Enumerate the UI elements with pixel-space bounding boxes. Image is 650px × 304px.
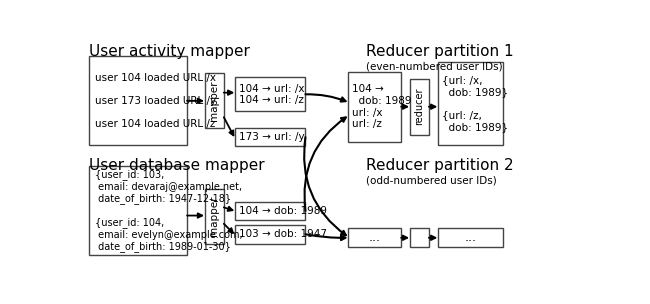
Text: 173 → url: /y: 173 → url: /y [239,132,305,142]
Text: mapper: mapper [209,196,219,237]
FancyBboxPatch shape [410,79,429,135]
FancyBboxPatch shape [348,228,401,247]
FancyBboxPatch shape [438,228,503,247]
Text: ...: ... [465,231,476,244]
Text: Reducer partition 1: Reducer partition 1 [366,43,514,58]
FancyBboxPatch shape [348,72,401,142]
Text: mapper: mapper [209,80,219,120]
FancyBboxPatch shape [205,73,224,128]
FancyBboxPatch shape [410,228,429,247]
FancyBboxPatch shape [235,202,306,220]
Text: User activity mapper: User activity mapper [89,43,250,58]
FancyBboxPatch shape [89,166,187,255]
Text: (even-numbered user IDs): (even-numbered user IDs) [366,61,502,71]
Text: {url: /x,
  dob: 1989}

{url: /z,
  dob: 1989}: {url: /x, dob: 1989} {url: /z, dob: 1989… [442,76,508,132]
Text: user 104 loaded URL /x

user 173 loaded URL /y

user 104 loaded URL /z: user 104 loaded URL /x user 173 loaded U… [95,73,216,129]
FancyBboxPatch shape [235,225,306,244]
FancyBboxPatch shape [235,78,306,111]
Text: 104 → url: /x
104 → url: /z: 104 → url: /x 104 → url: /z [239,84,304,105]
Text: ...: ... [369,231,381,244]
Text: (odd-numbered user IDs): (odd-numbered user IDs) [366,176,497,186]
FancyBboxPatch shape [89,56,187,145]
Text: 104 →
  dob: 1989
url: /x
url: /z: 104 → dob: 1989 url: /x url: /z [352,84,411,129]
FancyBboxPatch shape [235,128,306,147]
FancyBboxPatch shape [205,188,224,244]
Text: Reducer partition 2: Reducer partition 2 [366,158,514,173]
Text: {user_id: 103,
 email: devaraj@example.net,
 date_of_birth: 1947-12-18}

{user_i: {user_id: 103, email: devaraj@example.ne… [95,169,242,253]
FancyBboxPatch shape [438,62,503,145]
Text: reducer: reducer [414,88,424,126]
Text: 104 → dob: 1989: 104 → dob: 1989 [239,206,327,216]
Text: User database mapper: User database mapper [89,158,265,173]
Text: 103 → dob: 1947: 103 → dob: 1947 [239,229,327,239]
